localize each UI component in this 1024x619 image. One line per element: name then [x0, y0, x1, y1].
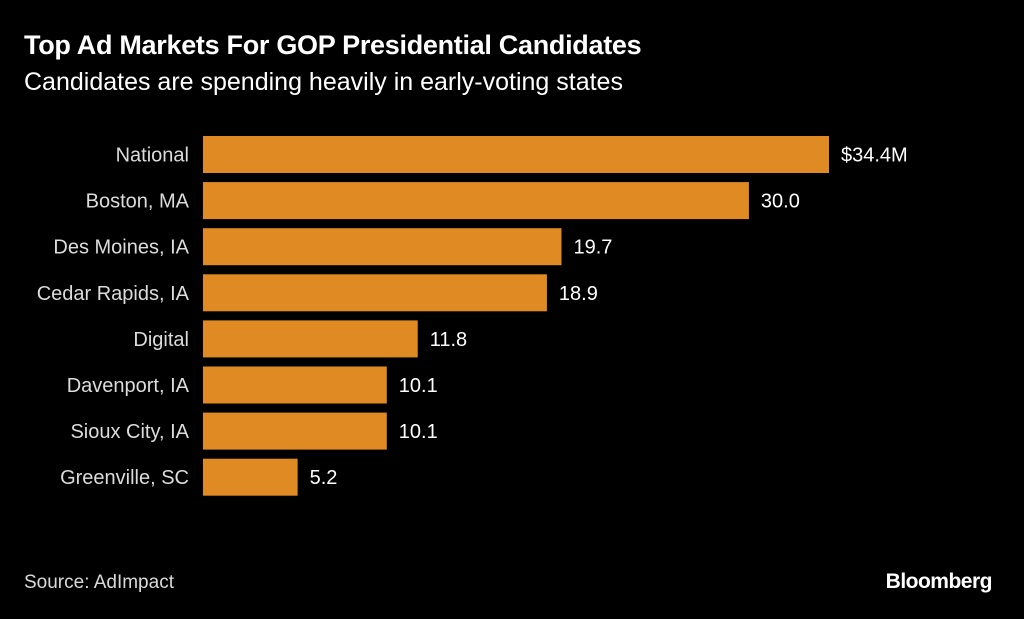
source-note: Source: AdImpact — [24, 572, 174, 593]
category-label: Sioux City, IA — [70, 421, 189, 443]
category-label: Boston, MA — [86, 191, 190, 213]
category-label: Davenport, IA — [67, 375, 190, 397]
chart-title: Top Ad Markets For GOP Presidential Cand… — [24, 30, 642, 60]
bar — [203, 274, 547, 312]
category-label: Greenville, SC — [60, 467, 189, 489]
value-label: 5.2 — [310, 467, 338, 489]
category-label: Digital — [133, 329, 189, 351]
value-label: 30.0 — [761, 191, 800, 213]
chart-subtitle: Candidates are spending heavily in early… — [24, 68, 623, 96]
value-label: 11.8 — [430, 329, 467, 351]
category-label: Cedar Rapids, IA — [37, 283, 190, 305]
value-label: 10.1 — [399, 421, 438, 443]
bar — [203, 136, 829, 173]
value-label: $34.4M — [841, 145, 908, 167]
value-label: 19.7 — [573, 237, 612, 259]
value-label: 10.1 — [399, 375, 438, 397]
category-label: Des Moines, IA — [53, 237, 189, 259]
bar — [203, 182, 749, 220]
bar — [203, 228, 562, 266]
bar — [203, 458, 298, 496]
bar — [203, 412, 387, 450]
brand-logo: Bloomberg — [885, 570, 993, 593]
bar — [203, 320, 418, 358]
value-label: 18.9 — [559, 283, 598, 305]
bar — [203, 366, 387, 404]
category-label: National — [116, 145, 189, 167]
